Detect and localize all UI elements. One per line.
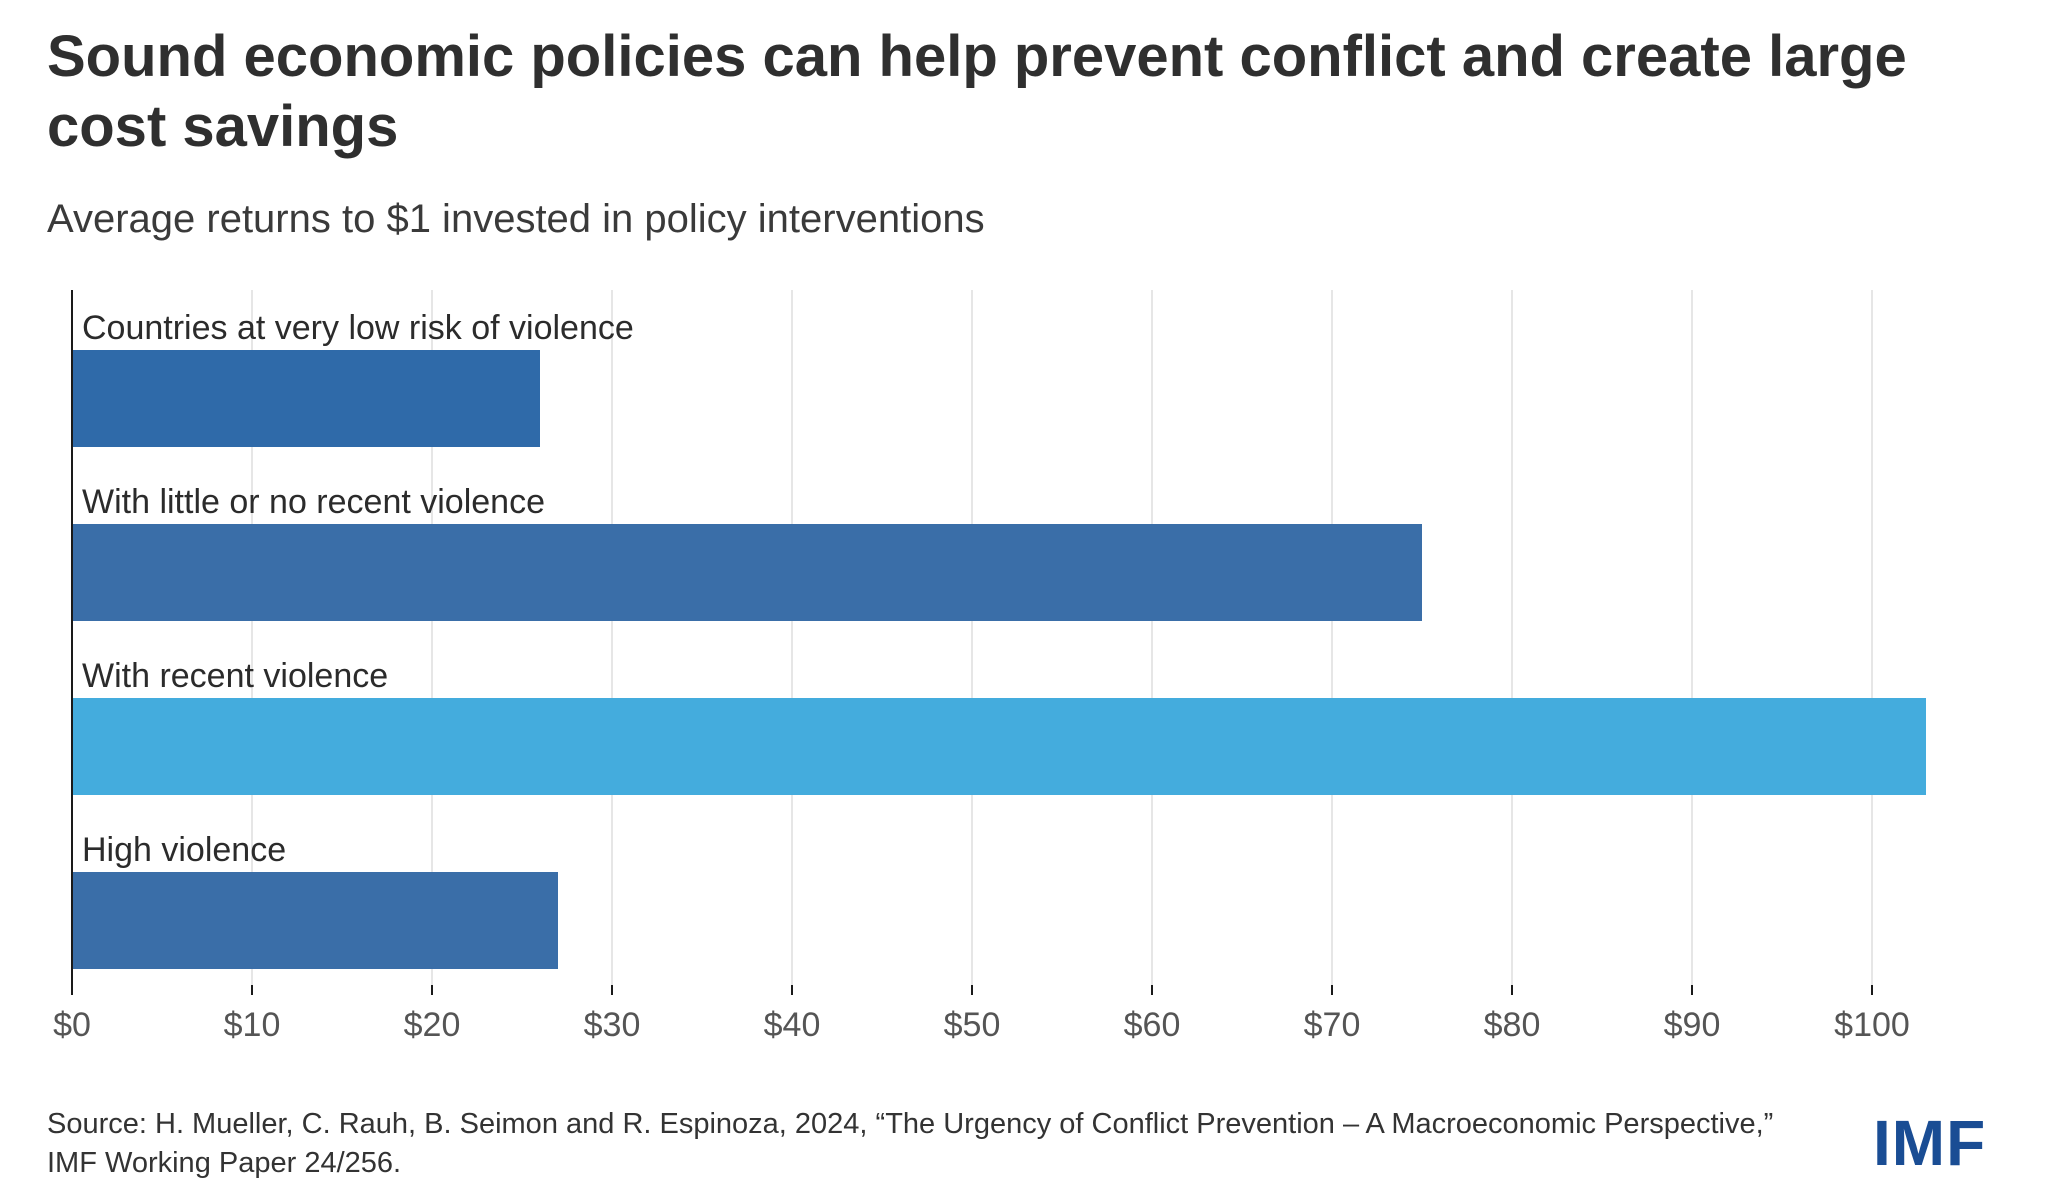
bar-chart: Countries at very low risk of violence Wi… bbox=[53, 290, 1926, 1044]
bar bbox=[72, 872, 558, 969]
imf-logo: IMF bbox=[1873, 1107, 1987, 1179]
category-labels: Countries at very low risk of violence Wi… bbox=[82, 309, 634, 869]
bar bbox=[72, 698, 1926, 795]
x-tick-label: $10 bbox=[224, 1006, 281, 1044]
category-label: Countries at very low risk of violence bbox=[82, 309, 634, 347]
x-tick-label: $40 bbox=[764, 1006, 821, 1044]
x-tick-label: $30 bbox=[584, 1006, 641, 1044]
bars bbox=[72, 350, 1926, 969]
category-label: With recent violence bbox=[82, 657, 388, 695]
x-tick-label: $60 bbox=[1124, 1006, 1181, 1044]
bar bbox=[72, 350, 540, 447]
category-label: With little or no recent violence bbox=[82, 483, 545, 521]
x-tick-label: $50 bbox=[944, 1006, 1001, 1044]
bar bbox=[72, 524, 1422, 621]
x-tick-label: $80 bbox=[1484, 1006, 1541, 1044]
category-label: High violence bbox=[82, 831, 286, 869]
chart-title: Sound economic policies can help prevent… bbox=[47, 24, 1907, 159]
chart-subtitle: Average returns to $1 invested in policy… bbox=[47, 197, 985, 241]
x-axis-ticks: $0 $10 $20 $30 $40 $50 $60 $70 $80 $90 $100 bbox=[53, 985, 1910, 1044]
x-tick-label: $0 bbox=[53, 1006, 91, 1044]
x-tick-label: $90 bbox=[1664, 1006, 1721, 1044]
x-tick-label: $20 bbox=[404, 1006, 461, 1044]
x-tick-label: $100 bbox=[1834, 1006, 1910, 1044]
x-tick-label: $70 bbox=[1304, 1006, 1361, 1044]
source-note: Source: H. Mueller, C. Rauh, B. Seimon a… bbox=[47, 1108, 1774, 1179]
